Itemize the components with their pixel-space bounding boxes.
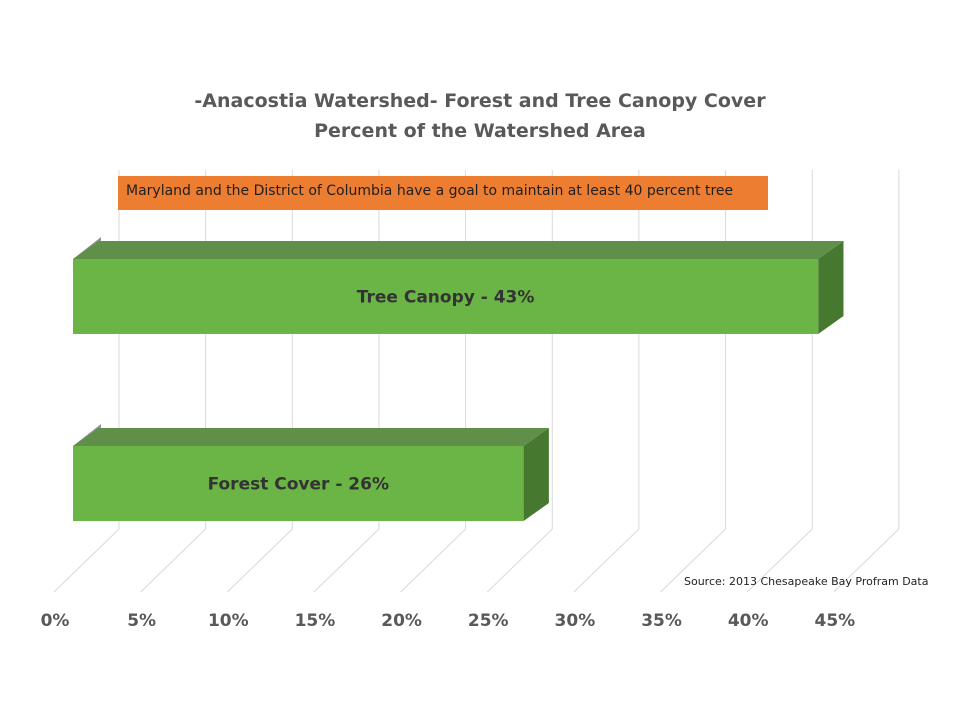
x-tick-label: 10% [208,611,249,631]
source-note: Source: 2013 Chesapeake Bay Profram Data [684,575,929,588]
bar-group: Forest Cover - 26% [73,424,549,521]
x-tick-label: 40% [728,611,769,631]
bar [73,446,524,521]
chart-title: -Anacostia Watershed- Forest and Tree Ca… [194,90,766,112]
x-tick-label: 15% [295,611,336,631]
floor-gridline-25 [486,528,553,593]
x-tick-label: 35% [641,611,682,631]
bar-group: Tree Canopy - 43% [73,237,844,334]
x-tick-label: 25% [468,611,509,631]
bar-side-face [818,241,844,334]
floor-gridline-10 [226,528,293,593]
bar [73,259,819,334]
floor-gridline-40 [746,528,813,593]
bar-top-face [73,428,549,446]
gridlines [53,170,900,593]
bar-data-label: Forest Cover - 26% [208,475,389,495]
bars: Tree Canopy - 43% Forest Cover - 26% [73,237,844,521]
x-tick-label: 20% [381,611,422,631]
floor-gridline-5 [140,528,206,593]
x-tick-label: 5% [127,611,156,631]
floor-gridline-20 [400,528,466,593]
floor-gridline-45 [833,528,900,593]
floor-gridline-35 [660,528,726,593]
x-tick-label: 30% [555,611,596,631]
goal-annotation-banner: Maryland and the District of Columbia ha… [118,176,768,210]
x-tick-label: 0% [41,611,70,631]
bar-data-label: Tree Canopy - 43% [357,288,535,308]
bar-side-face [523,428,549,521]
x-axis-ticks: 0% 5% 10% 15% 20% 25% 30% 35% 40% 45% [41,611,856,631]
bar-top-face [73,241,844,259]
floor-gridline-30 [573,528,640,593]
x-tick-label: 45% [814,611,855,631]
chart-subtitle: Percent of the Watershed Area [314,120,646,142]
floor-gridline-15 [313,528,380,593]
floor-gridline-0 [53,528,120,593]
